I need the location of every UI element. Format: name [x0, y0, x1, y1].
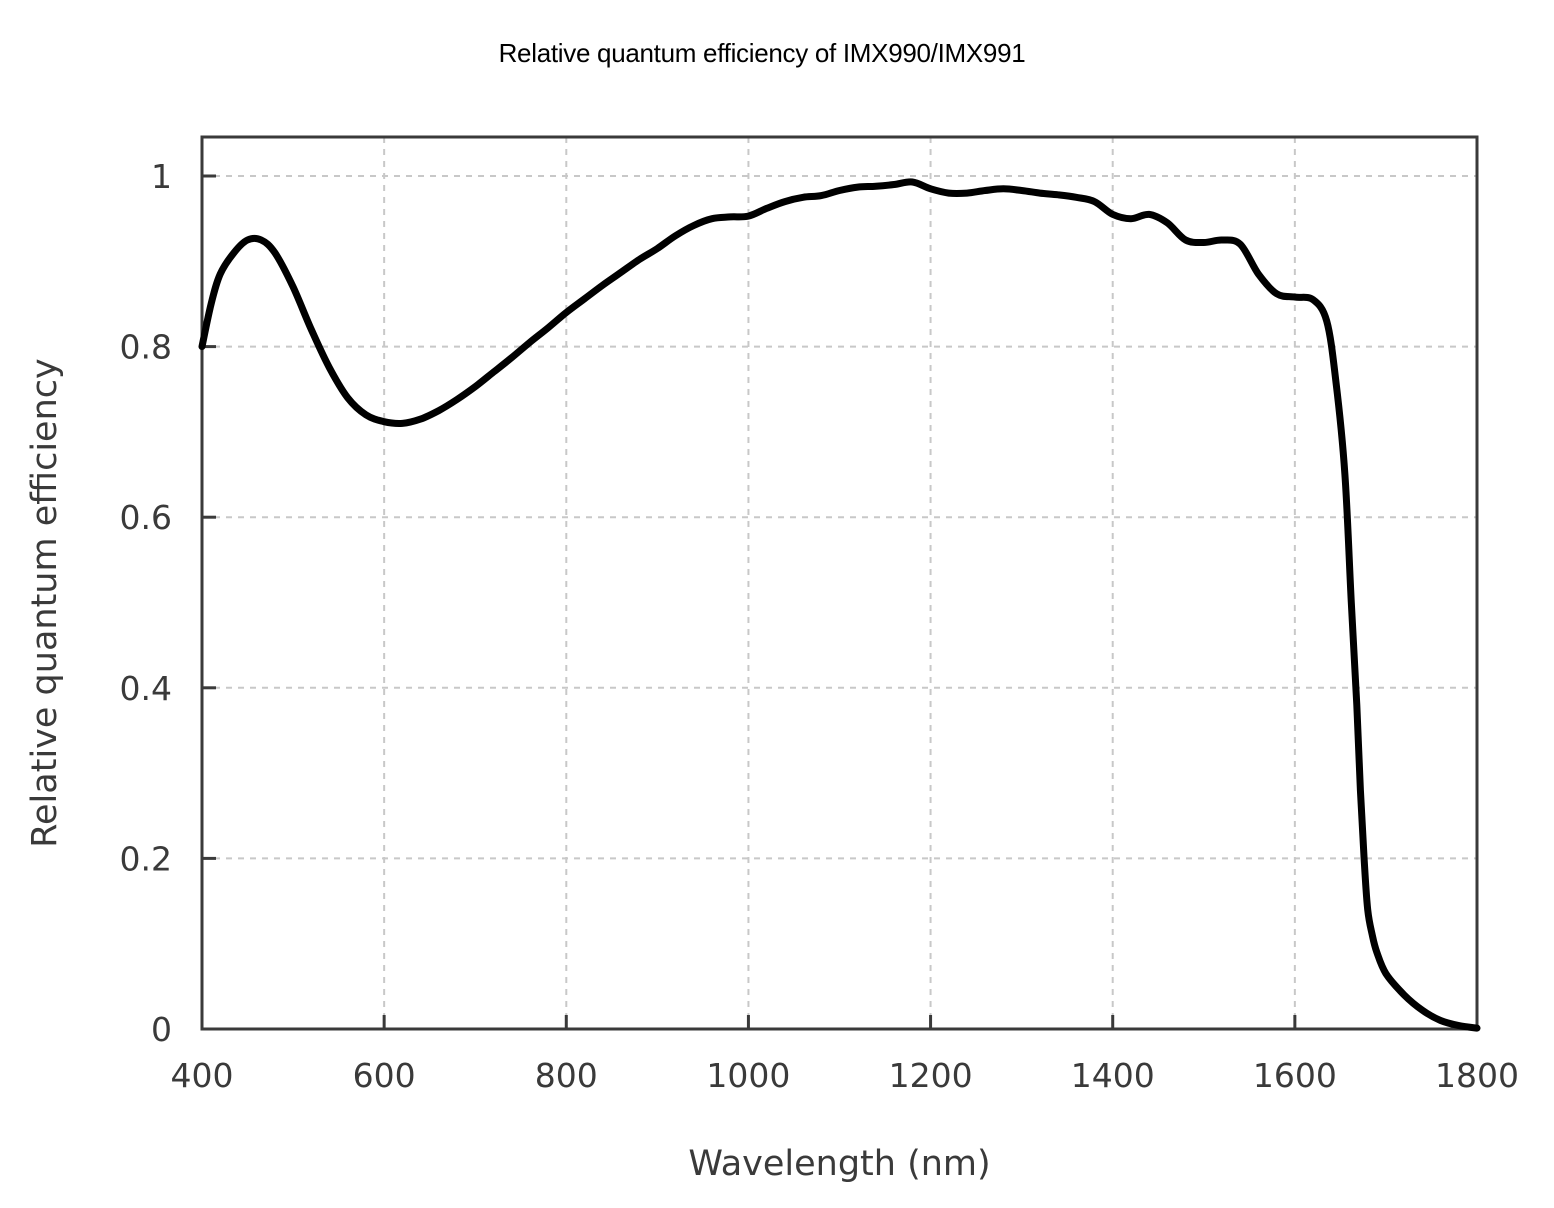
x-tick-label: 1800 — [1435, 1056, 1519, 1095]
x-tick-label: 600 — [353, 1056, 416, 1095]
y-axis-label: Relative quantum efficiency — [25, 358, 65, 847]
tick-label-layer: 400 600 800 1000 1200 1400 1600 1800 0 0.2 0.4 0.6 0… — [120, 157, 1519, 1095]
x-tick-label: 800 — [535, 1056, 598, 1095]
plot-frame — [200, 135, 1479, 1031]
grid-layer — [202, 137, 1477, 1029]
x-axis-label: Wavelength (nm) — [688, 1144, 990, 1184]
series-line-qe — [198, 178, 1481, 1032]
y-tick-label: 0 — [151, 1010, 172, 1049]
y-tick-label: 0.6 — [120, 498, 172, 537]
y-tick-label: 0.2 — [120, 839, 172, 878]
y-tick-label: 0.4 — [120, 669, 172, 708]
chart-title: Relative quantum efficiency of IMX990/IM… — [498, 38, 1026, 68]
x-tick-label: 400 — [171, 1056, 234, 1095]
y-tick-label: 0.8 — [120, 328, 172, 367]
x-tick-label: 1000 — [706, 1056, 790, 1095]
tick-layer — [200, 174, 1479, 1031]
x-tick-label: 1600 — [1253, 1056, 1337, 1095]
x-tick-label: 1400 — [1071, 1056, 1155, 1095]
y-tick-label: 1 — [151, 157, 172, 196]
x-tick-label: 1200 — [889, 1056, 973, 1095]
